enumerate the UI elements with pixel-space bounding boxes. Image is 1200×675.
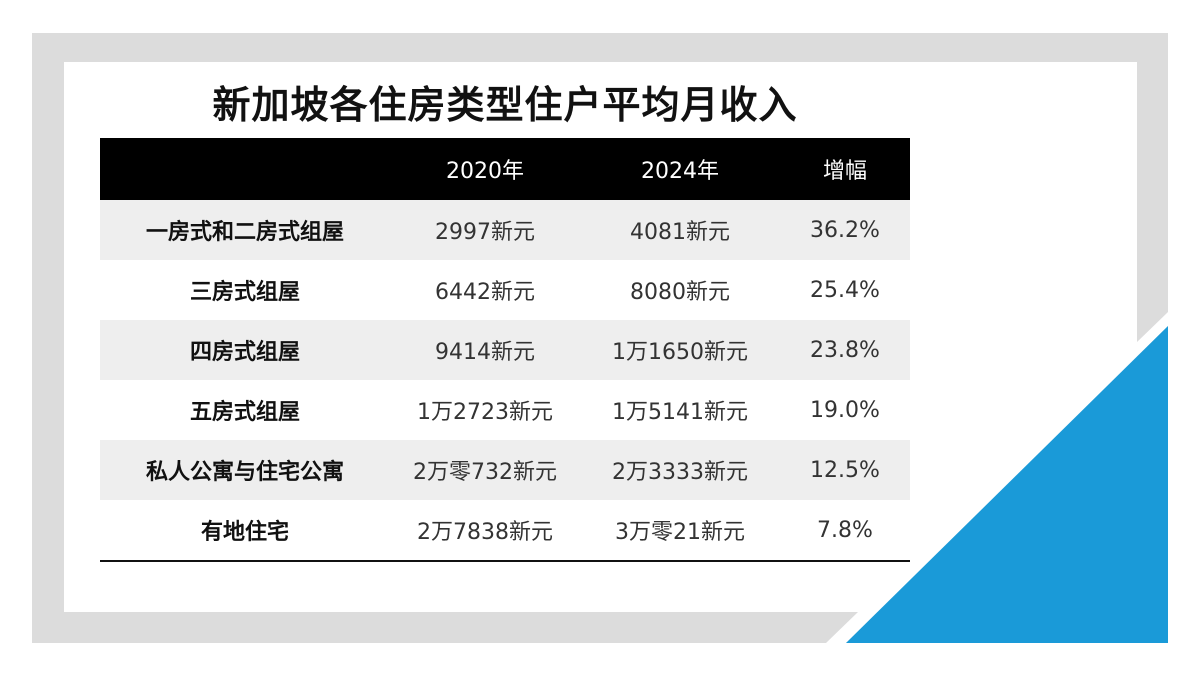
growth-cell: 19.0% — [780, 380, 910, 440]
header-cell: 2020年 — [390, 138, 580, 200]
header-cell: 增幅 — [780, 138, 910, 200]
row-label: 私人公寓与住宅公寓 — [100, 440, 390, 500]
income-2020-cell: 9414新元 — [390, 320, 580, 380]
income-2020-cell: 6442新元 — [390, 260, 580, 320]
row-label: 有地住宅 — [100, 500, 390, 562]
row-label: 四房式组屋 — [100, 320, 390, 380]
income-2020-cell: 1万2723新元 — [390, 380, 580, 440]
table-row: 五房式组屋 1万2723新元 1万5141新元 19.0% — [100, 380, 910, 440]
growth-cell: 25.4% — [780, 260, 910, 320]
income-2024-cell: 1万5141新元 — [580, 380, 780, 440]
income-2024-cell: 2万3333新元 — [580, 440, 780, 500]
row-label: 一房式和二房式组屋 — [100, 200, 390, 260]
growth-cell: 7.8% — [780, 500, 910, 562]
header-cell: 2024年 — [580, 138, 780, 200]
row-label: 三房式组屋 — [100, 260, 390, 320]
income-table: 2020年 2024年 增幅 一房式和二房式组屋 2997新元 4081新元 3… — [100, 138, 910, 562]
growth-cell: 23.8% — [780, 320, 910, 380]
table-row: 一房式和二房式组屋 2997新元 4081新元 36.2% — [100, 200, 910, 260]
income-2024-cell: 1万1650新元 — [580, 320, 780, 380]
table-row: 私人公寓与住宅公寓 2万零732新元 2万3333新元 12.5% — [100, 440, 910, 500]
income-2024-cell: 4081新元 — [580, 200, 780, 260]
row-label: 五房式组屋 — [100, 380, 390, 440]
income-2024-cell: 8080新元 — [580, 260, 780, 320]
growth-cell: 36.2% — [780, 200, 910, 260]
income-2020-cell: 2万零732新元 — [390, 440, 580, 500]
growth-cell: 12.5% — [780, 440, 910, 500]
income-2024-cell: 3万零21新元 — [580, 500, 780, 562]
header-cell — [100, 138, 390, 200]
income-2020-cell: 2万7838新元 — [390, 500, 580, 562]
table-row: 三房式组屋 6442新元 8080新元 25.4% — [100, 260, 910, 320]
table-row: 四房式组屋 9414新元 1万1650新元 23.8% — [100, 320, 910, 380]
header-row: 2020年 2024年 增幅 — [100, 138, 910, 200]
table-row: 有地住宅 2万7838新元 3万零21新元 7.8% — [100, 500, 910, 562]
chart-title: 新加坡各住房类型住户平均月收入 — [212, 83, 798, 127]
income-2020-cell: 2997新元 — [390, 200, 580, 260]
